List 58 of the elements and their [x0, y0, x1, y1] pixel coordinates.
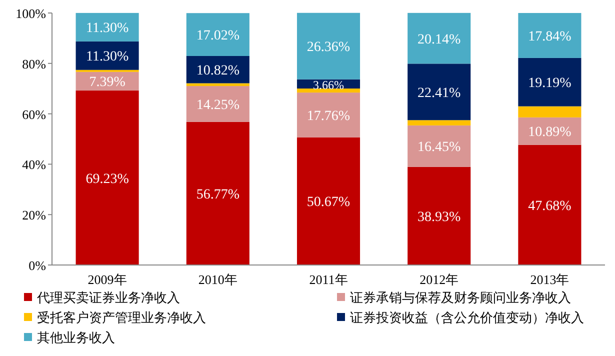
y-tick-label: 20%	[22, 208, 46, 223]
legend-label: 证券投资收益（含公允价值变动）净收入	[350, 310, 584, 325]
data-label: 47.68%	[528, 198, 572, 214]
y-tick-label: 100%	[16, 6, 46, 21]
x-tick-label: 2012年	[420, 272, 459, 287]
x-tick-label: 2009年	[88, 272, 127, 287]
data-label: 38.93%	[418, 210, 462, 225]
legend-label: 证券承销与保荐及财务顾问业务净收入	[350, 290, 571, 305]
bar	[408, 125, 471, 167]
data-label: 17.76%	[306, 108, 350, 124]
bar	[518, 117, 582, 145]
data-label: 10.89%	[528, 125, 572, 140]
data-label: 56.77%	[196, 187, 240, 202]
bar	[408, 166, 471, 265]
bar	[408, 12, 471, 64]
data-label: 11.30%	[86, 50, 129, 65]
y-tick-label: 60%	[22, 106, 46, 122]
bar	[296, 12, 360, 80]
bar	[186, 13, 250, 56]
data-label: 3.66%	[313, 78, 344, 92]
data-label: 19.19%	[528, 76, 572, 92]
data-label: 22.41%	[418, 86, 462, 101]
data-label: 50.67%	[306, 195, 350, 210]
bar	[408, 64, 471, 120]
bar	[186, 83, 250, 86]
legend-label: 其他业务收入	[37, 330, 115, 345]
x-tick-label: 2011年	[309, 272, 348, 287]
y-tick-label: 40%	[22, 157, 46, 172]
x-tick-label: 2010年	[198, 272, 238, 287]
data-label: 17.84%	[528, 29, 572, 44]
bar	[518, 144, 582, 265]
y-tick-label: 0%	[28, 258, 46, 273]
data-label: 17.02%	[196, 28, 240, 44]
bar	[186, 86, 250, 122]
data-label: 7.39%	[89, 75, 126, 90]
bar	[518, 13, 582, 58]
bar	[186, 56, 250, 84]
bar	[186, 122, 250, 265]
y-tick-label: 80%	[22, 56, 46, 72]
data-label: 14.25%	[196, 98, 240, 113]
bar	[296, 92, 360, 138]
data-label: 69.23%	[86, 172, 130, 187]
bar	[408, 120, 471, 126]
legend-label: 代理买卖证券业务净收入	[36, 290, 180, 305]
bar	[518, 58, 582, 106]
bar	[296, 88, 360, 93]
data-label: 26.36%	[306, 40, 350, 56]
data-label: 11.30%	[86, 21, 129, 36]
bar	[76, 41, 139, 70]
bar	[76, 90, 139, 265]
legend-label: 受托客户资产管理业务净收入	[37, 310, 206, 325]
data-label: 10.82%	[196, 64, 240, 79]
data-label: 16.45%	[418, 140, 462, 156]
bar	[76, 12, 139, 42]
bar	[518, 106, 582, 118]
data-label: 20.14%	[418, 32, 462, 48]
bar	[296, 137, 360, 265]
x-tick-label: 2013年	[530, 272, 570, 287]
